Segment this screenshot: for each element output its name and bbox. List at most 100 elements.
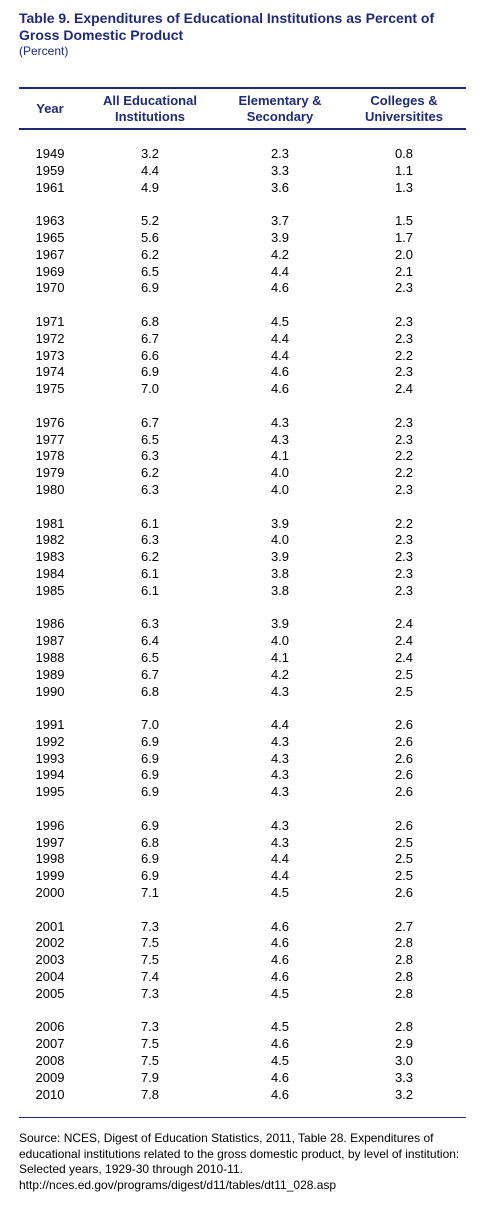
year-cell: 2000	[35, 885, 65, 901]
value-cell: 4.5	[270, 985, 290, 1001]
row-group: 1971 6.8 4.5 2.3 1972 6.7 4.4 2.3 1973 6.6 4.4 2.2 1…	[0, 314, 480, 398]
year-cell: 1970	[35, 280, 65, 296]
value-cell: 6.9	[140, 784, 160, 800]
value-cell: 6.1	[140, 565, 160, 581]
value-cell: 2.3	[394, 330, 414, 346]
table-row: 1961 4.9 3.6 1.3	[0, 180, 480, 197]
value-cell: 4.6	[270, 364, 290, 380]
value-cell: 2.6	[394, 767, 414, 783]
value-cell: 2.6	[394, 784, 414, 800]
title: Table 9. Expenditures of Educational Ins…	[19, 10, 435, 43]
table-row: 1971 6.8 4.5 2.3	[0, 314, 480, 331]
year-cell: 1973	[35, 347, 65, 363]
value-cell: 4.6	[270, 918, 290, 934]
table-row: 1984 6.1 3.8 2.3	[0, 566, 480, 583]
table-row: 1993 6.9 4.3 2.6	[0, 751, 480, 768]
column-header: Year	[36, 101, 64, 116]
value-cell: 7.3	[140, 1019, 160, 1035]
row-group: 1949 3.2 2.3 0.8 1959 4.4 3.3 1.1 1961 4.9 3.6 1.3	[0, 146, 480, 196]
year-cell: 1965	[35, 229, 65, 245]
year-cell: 2009	[35, 1069, 65, 1085]
year-cell: 1979	[35, 465, 65, 481]
year-cell: 1984	[35, 565, 65, 581]
value-cell: 4.6	[270, 1069, 290, 1085]
year-cell: 2001	[35, 918, 65, 934]
year-cell: 1949	[35, 146, 65, 161]
year-cell: 1985	[35, 582, 65, 598]
value-cell: 4.6	[270, 952, 290, 968]
value-cell: 4.3	[270, 750, 290, 766]
table-row: 1965 5.6 3.9 1.7	[0, 230, 480, 247]
value-cell: 2.3	[270, 146, 290, 161]
value-cell: 2.2	[394, 347, 414, 363]
value-cell: 4.6	[270, 280, 290, 296]
year-cell: 1989	[35, 666, 65, 682]
row-group: 1996 6.9 4.3 2.6 1997 6.8 4.3 2.5 1998 6.9 4.4 2.5 1…	[0, 818, 480, 902]
table-row: 1981 6.1 3.9 2.2	[0, 516, 480, 533]
column-header: Elementary & Secondary	[238, 93, 322, 124]
table-row: 1980 6.3 4.0 2.3	[0, 482, 480, 499]
value-cell: 4.0	[270, 532, 290, 548]
value-cell: 4.2	[270, 246, 290, 262]
year-cell: 1971	[35, 313, 65, 329]
table-row: 1976 6.7 4.3 2.3	[0, 415, 480, 432]
value-cell: 7.9	[140, 1069, 160, 1085]
value-cell: 6.8	[140, 313, 160, 329]
year-cell: 1976	[35, 414, 65, 430]
value-cell: 6.9	[140, 750, 160, 766]
table-body: 1949 3.2 2.3 0.8 1959 4.4 3.3 1.1 1961 4.9 3.6 1.3 1…	[0, 146, 480, 1120]
value-cell: 6.2	[140, 549, 160, 565]
value-cell: 4.5	[270, 1019, 290, 1035]
table-row: 1974 6.9 4.6 2.3	[0, 364, 480, 381]
value-cell: 2.3	[394, 414, 414, 430]
year-cell: 1980	[35, 481, 65, 497]
value-cell: 3.2	[394, 1086, 414, 1102]
value-cell: 6.7	[140, 330, 160, 346]
source-note: Source: NCES, Digest of Education Statis…	[19, 1131, 460, 1192]
table-row: 1972 6.7 4.4 2.3	[0, 331, 480, 348]
table-row: 2005 7.3 4.5 2.8	[0, 986, 480, 1003]
subtitle: (Percent)	[19, 44, 69, 58]
value-cell: 4.3	[270, 784, 290, 800]
value-cell: 4.4	[270, 263, 290, 279]
table-row: 1989 6.7 4.2 2.5	[0, 667, 480, 684]
table-row: 1975 7.0 4.6 2.4	[0, 381, 480, 398]
value-cell: 2.3	[394, 364, 414, 380]
table-row: 2002 7.5 4.6 2.8	[0, 935, 480, 952]
value-cell: 3.8	[270, 565, 290, 581]
table-row: 1949 3.2 2.3 0.8	[0, 146, 480, 163]
year-cell: 1963	[35, 213, 65, 229]
table-row: 1985 6.1 3.8 2.3	[0, 583, 480, 600]
year-cell: 2008	[35, 1053, 65, 1069]
value-cell: 4.4	[270, 851, 290, 867]
value-cell: 2.8	[394, 1019, 414, 1035]
value-cell: 2.4	[394, 616, 414, 632]
value-cell: 4.1	[270, 448, 290, 464]
year-cell: 1959	[35, 162, 65, 178]
year-cell: 1991	[35, 717, 65, 733]
table-row: 1995 6.9 4.3 2.6	[0, 784, 480, 801]
value-cell: 6.9	[140, 868, 160, 884]
value-cell: 3.0	[394, 1053, 414, 1069]
value-cell: 4.5	[270, 885, 290, 901]
value-cell: 5.2	[140, 213, 160, 229]
value-cell: 6.5	[140, 263, 160, 279]
year-cell: 2007	[35, 1036, 65, 1052]
value-cell: 4.0	[270, 465, 290, 481]
value-cell: 7.0	[140, 717, 160, 733]
column-header: All Educational Institutions	[103, 93, 197, 124]
value-cell: 4.6	[270, 1086, 290, 1102]
value-cell: 2.6	[394, 733, 414, 749]
value-cell: 2.6	[394, 717, 414, 733]
year-cell: 1972	[35, 330, 65, 346]
year-cell: 2010	[35, 1086, 65, 1102]
table-row: 1967 6.2 4.2 2.0	[0, 247, 480, 264]
table-row: 2000 7.1 4.5 2.6	[0, 885, 480, 902]
value-cell: 2.3	[394, 582, 414, 598]
table-row: 1959 4.4 3.3 1.1	[0, 163, 480, 180]
value-cell: 2.8	[394, 952, 414, 968]
value-cell: 6.2	[140, 246, 160, 262]
table-row: 1986 6.3 3.9 2.4	[0, 616, 480, 633]
value-cell: 2.2	[394, 465, 414, 481]
